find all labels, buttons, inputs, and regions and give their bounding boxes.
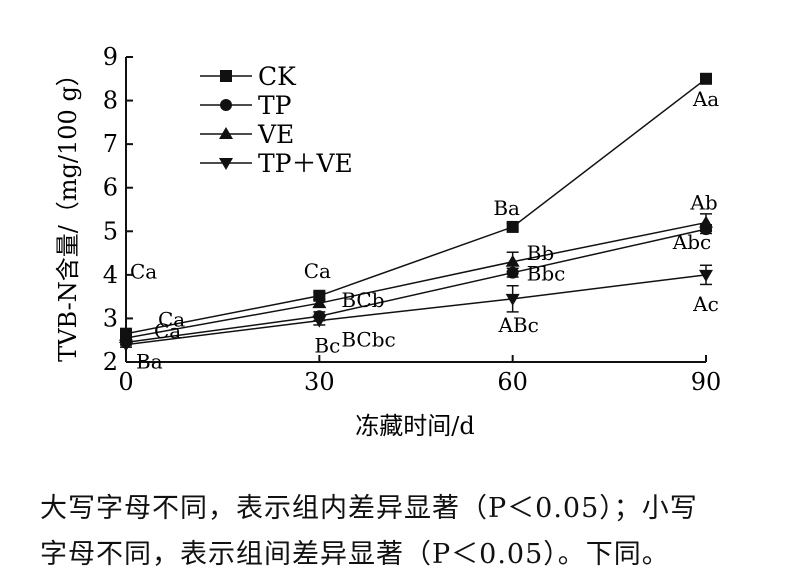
data-point	[312, 296, 327, 309]
data-label: Bc	[314, 334, 340, 358]
data-label: Ca	[154, 319, 181, 343]
data-label: ABc	[497, 313, 538, 337]
series-line-1	[125, 228, 707, 344]
data-label: Ca	[304, 259, 331, 283]
data-label: Ba	[493, 196, 520, 220]
legend-label: TP＋VE	[258, 149, 353, 178]
y-tick-label: 7	[103, 130, 118, 158]
data-point	[313, 289, 326, 302]
y-tick-label: 6	[103, 174, 118, 202]
data-label: Ca	[130, 260, 157, 284]
x-axis-label: 冻藏时间/d	[355, 412, 474, 440]
legend-marker	[219, 158, 233, 170]
data-label: BCb	[341, 288, 384, 312]
series-markers	[119, 72, 713, 352]
legend-label: CK	[258, 62, 297, 91]
data-point	[505, 293, 520, 306]
series-lines	[125, 78, 707, 346]
data-point	[505, 254, 520, 267]
error-bars	[120, 74, 712, 348]
x-tick-label: 90	[691, 368, 722, 396]
y-tick-label: 2	[103, 348, 118, 376]
footnote-line-2: 字母不同，表示组间差异显著（P＜0.05）。下同。	[40, 539, 670, 570]
x-tick-label: 60	[497, 368, 528, 396]
y-tick-label: 4	[103, 261, 118, 289]
data-point	[506, 220, 519, 233]
data-label: Bb	[527, 241, 555, 265]
legend-marker	[220, 99, 232, 111]
y-tick-label: 8	[103, 87, 118, 115]
data-point	[312, 315, 327, 328]
data-label: Bbc	[527, 262, 566, 286]
data-label: Ab	[689, 191, 717, 215]
data-point	[119, 339, 133, 352]
legend-label: VE	[257, 120, 294, 149]
data-label: Ac	[692, 292, 719, 316]
data-point	[700, 72, 712, 85]
data-label: BCbc	[341, 327, 395, 351]
data-point	[506, 266, 519, 279]
data-label: Ba	[136, 349, 163, 373]
x-tick-label: 30	[304, 368, 335, 396]
data-point	[699, 215, 713, 228]
y-tick-label: 3	[103, 304, 118, 332]
y-axis-label: TVB-N含量/（mg/100 g）	[54, 62, 82, 362]
series-line-3	[125, 274, 707, 346]
legend-marker	[220, 70, 232, 82]
y-tick-label: 5	[103, 217, 118, 245]
x-tick-label: 0	[118, 368, 133, 396]
data-label: Aa	[692, 87, 719, 111]
data-point	[699, 269, 713, 282]
footnote-line-1: 大写字母不同，表示组内差异显著（P＜0.05）；小写	[40, 493, 698, 524]
series-line-0	[125, 78, 707, 335]
legend-marker	[219, 127, 233, 139]
y-tick-label: 9	[103, 43, 118, 71]
data-label: Ca	[158, 308, 185, 332]
data-label: Abc	[672, 230, 711, 254]
legend-label: TP	[258, 91, 292, 120]
series-line-2	[125, 221, 707, 339]
